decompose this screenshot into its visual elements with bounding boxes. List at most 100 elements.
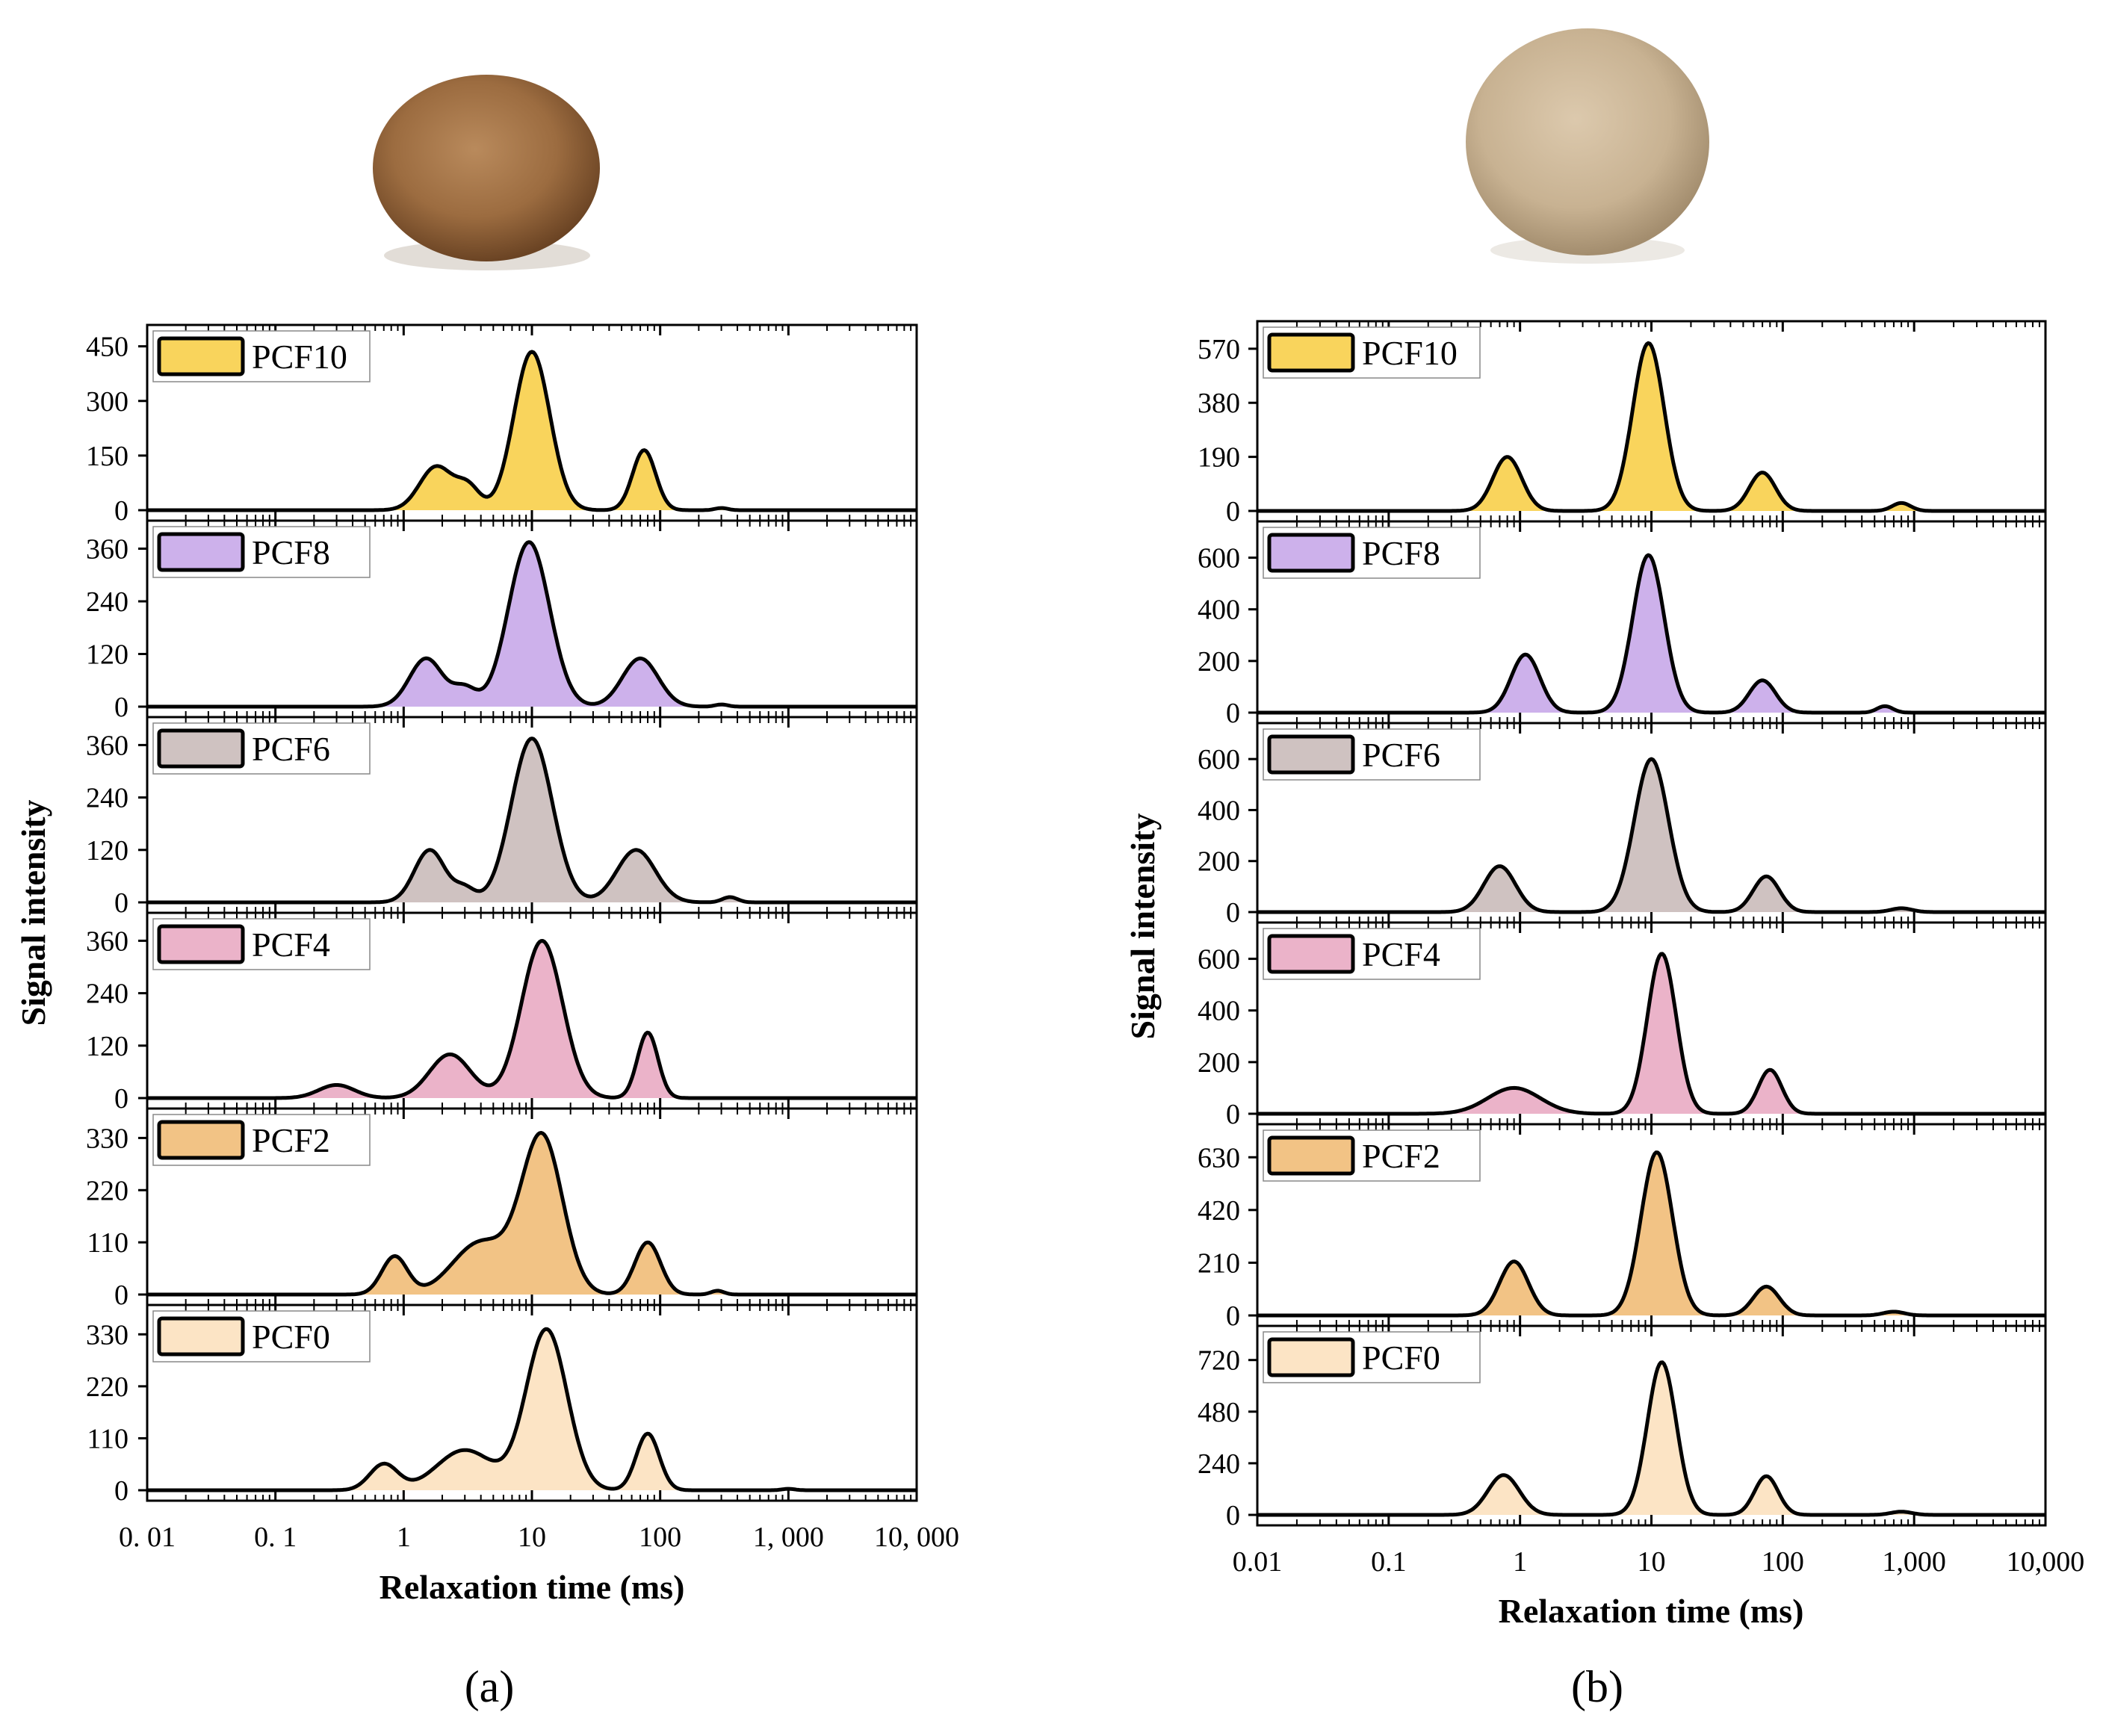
y-tick-label: 0 bbox=[1226, 496, 1240, 527]
panel-pcf4: 0 120 240 360 PCF4 bbox=[86, 911, 918, 1115]
x-tick-label: 0.01 bbox=[1233, 1546, 1283, 1578]
y-tick-label: 380 bbox=[1198, 388, 1240, 419]
area-pcf0 bbox=[147, 1329, 917, 1490]
x-tick-label: 10 bbox=[1638, 1546, 1666, 1578]
panel-pcf2: 0 110 220 330 PCF2 bbox=[86, 1107, 918, 1311]
y-tick-label: 400 bbox=[1198, 795, 1240, 826]
legend-pcf4: PCF4 bbox=[1263, 928, 1481, 980]
y-tick-label: 0 bbox=[1226, 1301, 1240, 1332]
y-tick-label: 0 bbox=[114, 1280, 128, 1311]
y-tick-label: 120 bbox=[86, 639, 128, 671]
x-tick-label: 100 bbox=[1762, 1546, 1804, 1578]
area-pcf6 bbox=[1257, 759, 2045, 912]
y-tick-label: 0 bbox=[1226, 1500, 1240, 1531]
y-tick-label: 120 bbox=[86, 835, 128, 867]
y-tick-label: 200 bbox=[1198, 646, 1240, 678]
area-pcf10 bbox=[1257, 343, 2045, 511]
legend-swatch bbox=[1267, 332, 1355, 373]
legend-label: PCF8 bbox=[1362, 534, 1440, 572]
panel-pcf8: 0 120 240 360 PCF8 bbox=[86, 519, 918, 723]
y-tick-label: 300 bbox=[86, 386, 128, 418]
dough-ball-photo-b bbox=[1466, 28, 1709, 264]
x-tick-label: 10,000 bbox=[2007, 1546, 2085, 1578]
legend-pcf6: PCF6 bbox=[1263, 728, 1481, 781]
x-tick-label: 100 bbox=[639, 1522, 681, 1553]
legend-pcf4: PCF4 bbox=[152, 918, 371, 970]
area-pcf4 bbox=[1257, 953, 2045, 1114]
legend-swatch bbox=[157, 336, 245, 376]
y-tick-label: 600 bbox=[1198, 944, 1240, 976]
y-tick-label: 200 bbox=[1198, 846, 1240, 878]
y-tick-label: 330 bbox=[86, 1319, 128, 1351]
legend-swatch bbox=[1267, 934, 1355, 974]
legend-pcf2: PCF2 bbox=[152, 1114, 371, 1166]
y-tick-label: 0 bbox=[1226, 698, 1240, 729]
y-tick-label: 220 bbox=[86, 1371, 128, 1403]
caption-b: (b) bbox=[1571, 1662, 1623, 1711]
panel-pcf6: 0 120 240 360 PCF6 bbox=[86, 716, 918, 919]
area-pcf8 bbox=[1257, 555, 2045, 713]
panel-pcf4: 0 200 400 600 PCF4 bbox=[1198, 921, 2047, 1130]
x-tick-label: 1,000 bbox=[1882, 1546, 1946, 1578]
y-tick-label: 0 bbox=[114, 1083, 128, 1115]
legend-swatch bbox=[157, 728, 245, 769]
legend-pcf6: PCF6 bbox=[152, 722, 371, 775]
legend-pcf0: PCF0 bbox=[1263, 1331, 1481, 1383]
y-tick-label: 240 bbox=[86, 586, 128, 618]
x-tick-label: 0.1 bbox=[1371, 1546, 1407, 1578]
y-tick-label: 200 bbox=[1198, 1047, 1240, 1079]
area-pcf6 bbox=[147, 738, 917, 902]
legend-label: PCF4 bbox=[252, 926, 330, 964]
legend-pcf0: PCF0 bbox=[152, 1310, 371, 1363]
panel-pcf0: 0 240 480 720 PCF0 bbox=[1198, 1324, 2047, 1531]
y-tick-label: 150 bbox=[86, 441, 128, 472]
y-tick-label: 630 bbox=[1198, 1142, 1240, 1174]
area-pcf2 bbox=[147, 1132, 917, 1295]
y-tick-label: 210 bbox=[1198, 1247, 1240, 1279]
panel-pcf0: 0 110 220 330 PCF0 bbox=[86, 1303, 918, 1507]
legend-label: PCF10 bbox=[1362, 334, 1458, 372]
area-pcf4 bbox=[147, 940, 917, 1098]
y-tick-label: 240 bbox=[86, 979, 128, 1010]
legend-label: PCF8 bbox=[252, 533, 330, 571]
x-axis-title: Relaxation time (ms) bbox=[1499, 1592, 1804, 1630]
legend-swatch bbox=[1267, 1337, 1355, 1377]
legend-pcf10: PCF10 bbox=[152, 330, 371, 382]
x-tick-label: 1 bbox=[397, 1522, 411, 1553]
legend-pcf10: PCF10 bbox=[1263, 326, 1481, 379]
x-tick-label: 1, 000 bbox=[753, 1522, 824, 1553]
legend-label: PCF4 bbox=[1362, 935, 1440, 973]
legend-label: PCF0 bbox=[1362, 1339, 1440, 1377]
y-tick-label: 400 bbox=[1198, 996, 1240, 1027]
y-tick-label: 0 bbox=[114, 692, 128, 723]
legend-label: PCF10 bbox=[252, 338, 347, 376]
y-tick-label: 0 bbox=[114, 887, 128, 919]
legend-swatch bbox=[157, 1316, 245, 1357]
legend-label: PCF6 bbox=[252, 730, 330, 768]
legend-swatch bbox=[1267, 734, 1355, 775]
y-tick-label: 190 bbox=[1198, 442, 1240, 474]
y-tick-label: 0 bbox=[114, 495, 128, 527]
y-tick-label: 420 bbox=[1198, 1195, 1240, 1227]
legend-label: PCF6 bbox=[1362, 736, 1440, 774]
y-tick-label: 120 bbox=[86, 1031, 128, 1062]
panel-pcf6: 0 200 400 600 PCF6 bbox=[1198, 722, 2047, 929]
dough-ball-photo-a bbox=[373, 75, 600, 270]
y-tick-label: 240 bbox=[86, 783, 128, 814]
y-tick-label: 400 bbox=[1198, 595, 1240, 626]
panel-pcf10: 0 150 300 450 PCF10 bbox=[86, 323, 918, 527]
area-pcf10 bbox=[147, 351, 917, 510]
y-tick-label: 480 bbox=[1198, 1397, 1240, 1428]
y-tick-label: 360 bbox=[86, 730, 128, 761]
panel-pcf2: 0 210 420 630 PCF2 bbox=[1198, 1123, 2047, 1332]
x-tick-label: 0. 1 bbox=[254, 1522, 297, 1553]
y-tick-label: 0 bbox=[114, 1475, 128, 1507]
area-pcf8 bbox=[147, 542, 917, 707]
legend-swatch bbox=[1267, 533, 1355, 573]
y-axis-title: Signal intensity bbox=[14, 800, 52, 1026]
legend-pcf8: PCF8 bbox=[1263, 527, 1481, 579]
area-pcf2 bbox=[1257, 1152, 2045, 1315]
y-axis-title: Signal intensity bbox=[1124, 813, 1162, 1040]
area-pcf0 bbox=[1257, 1362, 2045, 1515]
